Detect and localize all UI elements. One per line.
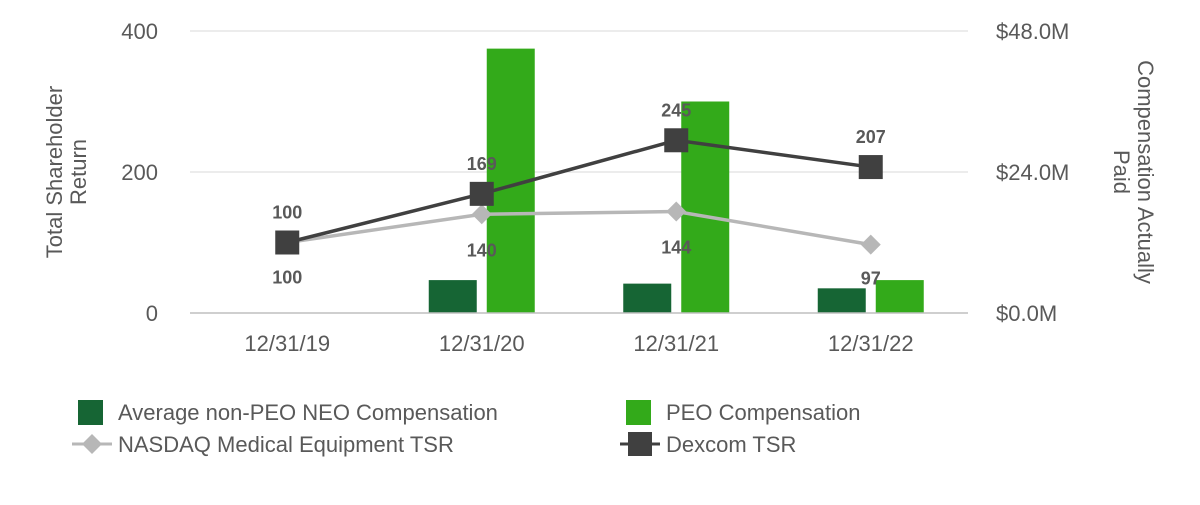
legend: Average non-PEO NEO Compensation PEO Comp…: [72, 400, 860, 457]
y-right-axis-title: Compensation ActuallyPaid: [1109, 60, 1158, 284]
y-left-axis-title-line: Total Shareholder: [42, 86, 67, 258]
bars: [428, 48, 924, 313]
axis-titles: Total ShareholderReturn Compensation Actu…: [42, 60, 1158, 284]
data-label: 207: [856, 127, 886, 147]
gridlines: [190, 30, 968, 173]
legend-swatch: [78, 400, 103, 425]
legend-swatch: [626, 400, 651, 425]
y-right-tick-label: $48.0M: [996, 19, 1069, 44]
square-marker: [664, 128, 689, 153]
data-label: 144: [661, 237, 691, 257]
diamond-marker: [860, 234, 881, 255]
legend-label: Dexcom TSR: [666, 432, 796, 457]
legend-square-marker: [628, 432, 652, 456]
y-left-axis-title: Total ShareholderReturn: [42, 86, 91, 258]
data-label: 245: [661, 100, 691, 120]
bar: [817, 288, 866, 313]
series-line: [286, 138, 871, 245]
data-label: 97: [861, 269, 881, 289]
bar: [875, 280, 924, 313]
legend-diamond-marker: [82, 434, 102, 454]
data-labels: 100 140 144 97 100 169 245 207: [272, 100, 886, 288]
data-label: 140: [467, 240, 497, 260]
y-right-tick-label: $0.0M: [996, 301, 1057, 326]
y-left-tick-label: 400: [121, 19, 158, 44]
y-left-axis-title-line: Return: [66, 139, 91, 205]
square-marker: [858, 155, 883, 180]
bar: [623, 283, 672, 313]
diamond-marker: [666, 201, 687, 222]
lines: [275, 128, 883, 255]
legend-label: PEO Compensation: [666, 400, 860, 425]
square-marker: [275, 230, 300, 255]
x-tick-label: 12/31/22: [828, 331, 914, 356]
legend-label: Average non-PEO NEO Compensation: [118, 400, 498, 425]
square-marker: [469, 181, 494, 206]
data-label: 100: [272, 268, 302, 288]
x-tick-label: 12/31/20: [439, 331, 525, 356]
y-right-axis-title-line: Paid: [1109, 150, 1134, 194]
x-tick-label: 12/31/19: [244, 331, 330, 356]
y-right-axis-title-line: Compensation Actually: [1133, 60, 1158, 284]
bar: [428, 280, 477, 313]
bar: [681, 101, 730, 313]
data-label: 100: [272, 203, 302, 223]
x-tick-label: 12/31/21: [633, 331, 719, 356]
y-left-tick-label: 200: [121, 160, 158, 185]
y-right-tick-label: $24.0M: [996, 160, 1069, 185]
series-line: [286, 209, 872, 247]
legend-label: NASDAQ Medical Equipment TSR: [118, 432, 454, 457]
tick-labels: 0 200 400 $0.0M $24.0M $48.0M 12/31/19 12/31/20…: [121, 19, 1069, 356]
y-left-tick-label: 0: [146, 301, 158, 326]
data-label: 169: [467, 154, 497, 174]
diamond-marker: [471, 204, 492, 225]
